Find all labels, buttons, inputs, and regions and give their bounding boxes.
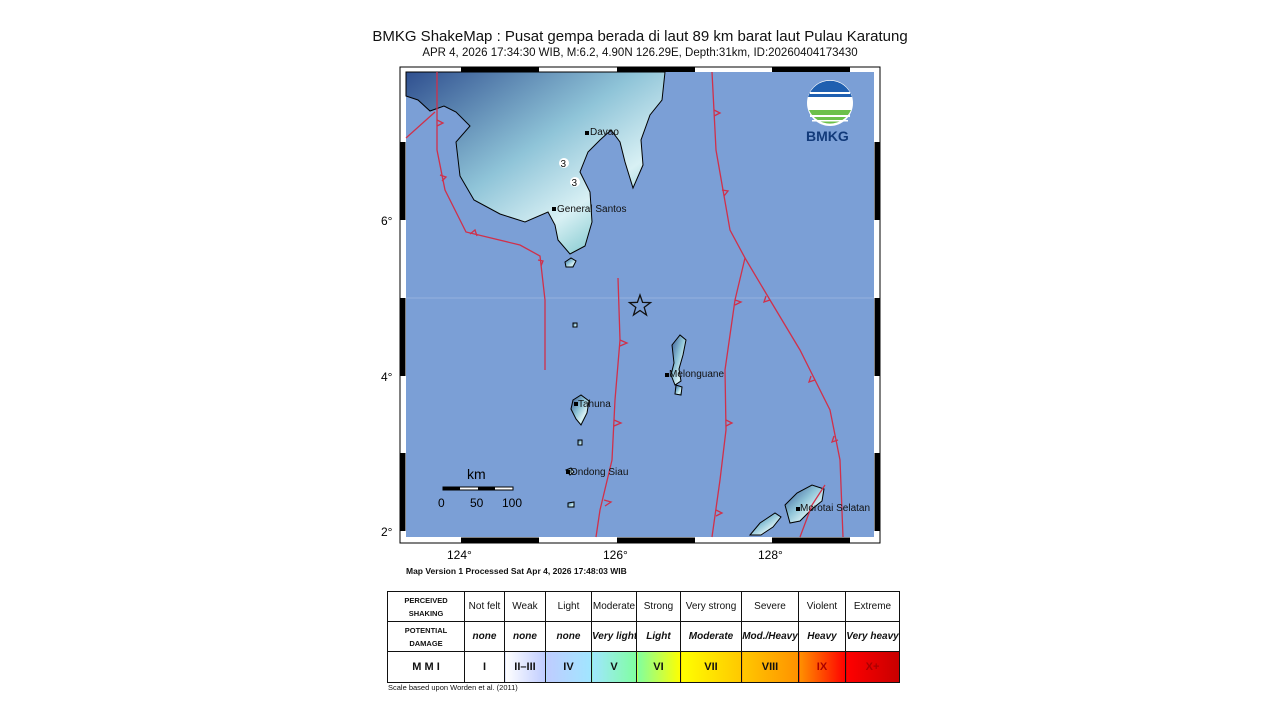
lon-tick: 124° [447, 548, 472, 562]
scale-label: 100 [502, 496, 522, 510]
scale-unit: km [467, 466, 486, 482]
legend-shaking-cell: Moderate [591, 591, 637, 622]
legend-damage-cell: Mod./Heavy [741, 621, 799, 652]
legend-mmi-cell: II–III [504, 651, 546, 683]
legend-damage-cell: Very light [591, 621, 637, 652]
frame-ticks [400, 67, 880, 543]
lat-tick: 2° [381, 525, 393, 539]
legend-damage-cell: none [545, 621, 592, 652]
legend-damage-cell: none [504, 621, 546, 652]
intensity-label: 3 [561, 159, 567, 170]
city-markers [552, 131, 800, 511]
legend-shaking-cell: Severe [741, 591, 799, 622]
legend-shaking-cell: Light [545, 591, 592, 622]
lon-tick: 126° [603, 548, 628, 562]
map-title: BMKG ShakeMap : Pusat gempa berada di la… [372, 28, 908, 45]
legend-shaking-cell: Strong [636, 591, 681, 622]
legend-shaking-cell: Not felt [464, 591, 505, 622]
legend-mmi-cell: I [464, 651, 505, 683]
city-melonguane: Melonguane [669, 369, 724, 380]
legend-mmi-cell: VI [636, 651, 681, 683]
lat-tick: 4° [381, 370, 393, 384]
legend-damage-cell: Heavy [798, 621, 846, 652]
lon-tick: 128° [758, 548, 783, 562]
legend-mmi-cell: V [591, 651, 637, 683]
legend-damage-cell: Very heavy [845, 621, 900, 652]
legend-shaking-cell: Very strong [680, 591, 742, 622]
row-header: PERCEIVED SHAKING [387, 591, 465, 622]
row-header: POTENTIAL DAMAGE [387, 621, 465, 652]
city-davao: Davao [590, 127, 619, 138]
epicenter-star-icon [627, 293, 653, 317]
legend-mmi-cell: VII [680, 651, 742, 683]
legend-damage-cell: Light [636, 621, 681, 652]
legend-mmi-cell: IX [798, 651, 846, 683]
city-general-santos: General Santos [557, 204, 627, 215]
legend-shaking-cell: Violent [798, 591, 846, 622]
legend-mmi-cell: IV [545, 651, 592, 683]
fault-lines [405, 71, 844, 538]
legend-damage-cell: none [464, 621, 505, 652]
scale-note: Scale based upon Worden et al. (2011) [388, 683, 518, 692]
scale-label: 0 [438, 496, 445, 510]
event-details: APR 4, 2026 17:34:30 WIB, M:6.2, 4.90N 1… [422, 47, 858, 59]
legend-shaking-cell: Weak [504, 591, 546, 622]
city-tahuna: Tahuna [578, 399, 611, 410]
row-header: M M I [387, 651, 465, 683]
intensity-label: 3 [572, 178, 578, 189]
intensity-legend: PERCEIVED SHAKING Not felt Weak Light Modera… [387, 591, 900, 683]
legend-damage-cell: Moderate [680, 621, 742, 652]
legend-mmi-cell: VIII [741, 651, 799, 683]
city-ondong-siau: Ondong Siau [570, 467, 628, 478]
city-morotai-selatan: Morotai Selatan [800, 503, 870, 514]
bmkg-logo: BMKG [806, 80, 853, 144]
processed-info: Map Version 1 Processed Sat Apr 4, 2026 … [406, 566, 627, 576]
scale-label: 50 [470, 496, 484, 510]
legend-mmi-cell: X+ [845, 651, 900, 683]
scale-bar: km 0 50 100 [438, 466, 522, 510]
svg-text:BMKG: BMKG [806, 128, 849, 144]
legend-shaking-cell: Extreme [845, 591, 900, 622]
lat-tick: 6° [381, 214, 393, 228]
